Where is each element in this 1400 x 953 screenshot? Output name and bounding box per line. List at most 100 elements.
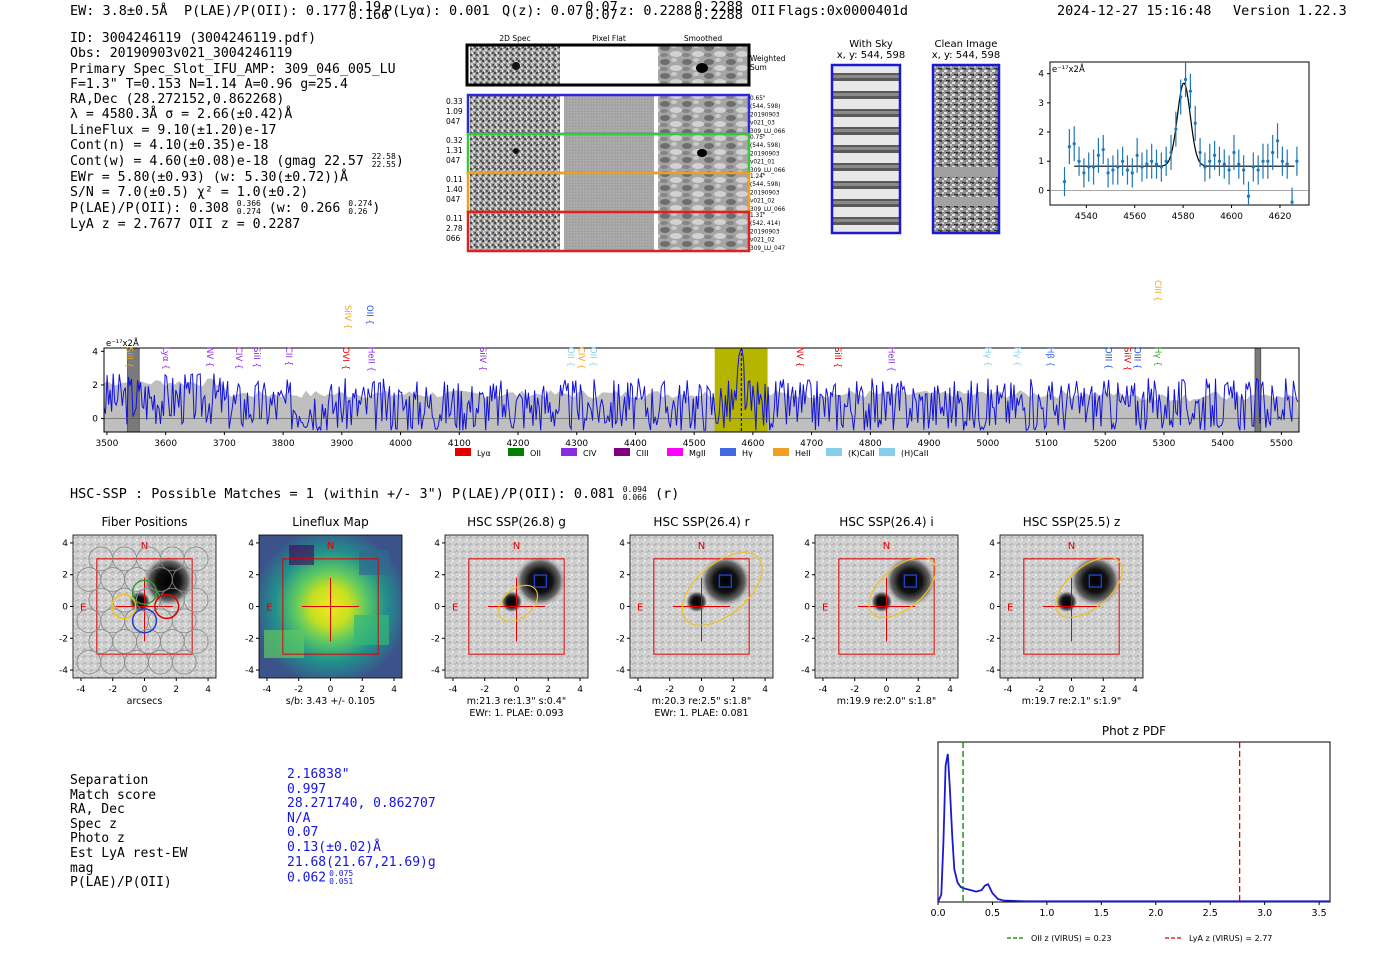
fiber-circle [171,567,197,592]
panel-ytick: -2 [801,634,810,644]
emission-line-label: SiII { [251,347,261,368]
info-params: F=1.3" T=0.153 N=1.14 A=0.96 g=25.4 [70,76,348,92]
clean-image [931,63,1001,235]
zoom-ytick: 4 [1038,70,1044,80]
photz-title: Phot z PDF [1102,724,1166,738]
zoom-point [1154,162,1159,166]
cutout-column-label: 2D Spec [499,34,530,43]
spectrum-xtick: 4900 [918,439,941,449]
emission-line-label: SiIV { [342,305,352,329]
counterpart-box [1088,574,1103,588]
panel-ytick: 2 [804,571,810,581]
match-value: 0.997 [287,781,327,797]
zoom-point [1285,162,1289,166]
fiber-row-info: 309_LU_066 [750,129,785,135]
legend-swatch [826,448,842,456]
match-labels: Separation Match score RA, Dec Spec z Photo … [70,773,187,891]
zoom-point [1227,168,1231,172]
info-primary: Primary Spec_Slot_IFU_AMP: 309_046_005_L… [70,61,396,77]
sky-image-panel: With Sky x, y: 544, 598 Clean Image x, y… [830,39,1001,235]
clean-image-coords: x, y: 544, 598 [932,50,1001,61]
zoom-point [1135,153,1139,157]
panel-title: HSC SSP(26.4) r [653,515,749,529]
emission-line-label: HeII { [365,347,375,372]
spectrum-xtick: 4000 [389,439,412,449]
fiber-row-info: 20190903 [750,112,780,118]
fiber-row-info: 20190903 [750,151,780,157]
zoom-point [1266,159,1270,163]
fiber-row-info: (544, 598) [750,104,780,110]
panel-xtick: 4 [947,685,953,695]
panel-xtick: -2 [1035,685,1044,695]
fiber-highlight [131,579,158,605]
aperture-ellipse [868,556,937,619]
match-label: Separation [70,773,149,788]
legend-label: OII [530,449,541,458]
panel-ytick: 0 [434,603,440,613]
photz-xtick: 2.5 [1203,908,1218,919]
fiber-row-stat: 0.32 [446,136,463,145]
panel-ytick: -4 [431,666,440,676]
zoom-ytick: 0 [1038,186,1044,196]
info-radec: RA,Dec (28.272152,0.862268) [70,92,285,108]
legend-label: HeII [795,449,811,458]
zoom-point [1212,153,1217,157]
emission-line-label: OIII { [1102,347,1112,369]
spectrum-plot-frame [103,347,1300,433]
spectrum-xtick: 4700 [800,439,823,449]
panel-xtick: 4 [762,685,768,695]
panel-xtick: 0 [699,685,705,695]
fiber-row-info: 0.75" [750,135,766,141]
zoom-point [1077,159,1081,163]
legend-swatch [879,448,895,456]
east-label: E [1007,603,1013,614]
header-z: z: 0.2288 0.2288 0.2288 OII [619,0,776,23]
panel-caption: m:19.9 re:2.0" s:1.8" [837,696,937,707]
panel-ytick: -4 [616,666,625,676]
panel-xtick: -2 [850,685,859,695]
panel-xtick: -2 [294,685,303,695]
photz-legend-label: LyA z (VIRUS) = 2.77 [1189,934,1272,943]
fiber-row-info: v021_01 [750,160,775,166]
east-label: E [80,603,86,614]
spectrum-xtick: 4100 [448,439,471,449]
fiber-circle [183,629,209,654]
panel-caption: EWr: 1. PLAE: 0.093 [469,708,563,719]
panel-xtick: -4 [633,685,642,695]
zoom-point [1256,168,1260,172]
photz-xtick: 2.0 [1148,908,1163,919]
match-label: Photo z [70,831,125,847]
weighted-sum-label: Weighted [750,54,786,63]
panel-ytick: 4 [804,539,810,549]
spectrum-xtick: 4200 [507,439,530,449]
aperture-ellipse [681,552,763,626]
panel-xtick: 0 [884,685,890,695]
zoom-point [1290,200,1294,204]
zoom-point [1091,165,1096,169]
panel-xtick: 0 [1069,685,1075,695]
zoom-ytick: 1 [1038,157,1044,167]
emission-line-label: Lyα { [160,347,170,370]
zoom-point [1222,162,1226,166]
north-label: N [883,541,890,552]
panel-xtick: -2 [480,685,489,695]
zoom-xtick: 4620 [1269,212,1292,222]
panel-ytick: -2 [431,634,440,644]
zoom-point [1150,159,1154,163]
panel-ytick: 0 [989,603,995,613]
match-value: 0.13(±0.02)Å [287,839,381,855]
aperture-box [838,558,935,655]
zoom-point [1179,95,1183,99]
emission-line-label: Hβ { [1045,347,1055,367]
zoom-point [1116,165,1120,169]
zoom-point [1217,159,1222,163]
panel-ytick: 0 [248,603,254,613]
panel-ytick: 4 [62,539,68,549]
info-cont-n: Cont(n) = 4.10(±0.35)e-18 [70,138,269,154]
emission-line-label: Hγ { [1011,347,1021,367]
emission-line-label: CII { [283,347,293,366]
zoom-ylabel: e⁻¹⁷x2Å [1052,63,1085,75]
